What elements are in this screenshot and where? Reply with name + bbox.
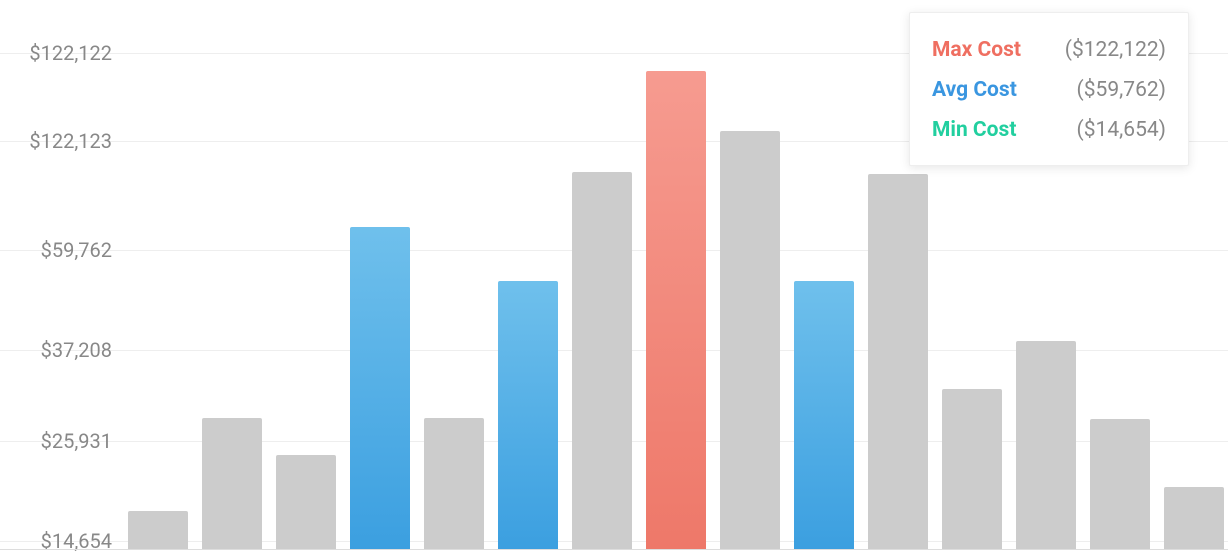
y-axis-tick-label: $122,123 (0, 129, 112, 153)
bar[interactable] (720, 131, 780, 550)
legend-row: Min Cost ($14,654) (932, 111, 1166, 151)
legend-label: Avg Cost (932, 71, 1017, 111)
bar[interactable] (942, 389, 1002, 550)
bar[interactable] (276, 455, 336, 550)
bar[interactable] (1090, 419, 1150, 550)
bar[interactable] (1164, 487, 1224, 550)
y-axis-tick-label: $25,931 (0, 429, 112, 453)
legend-label: Min Cost (932, 111, 1016, 151)
bar[interactable] (498, 281, 558, 550)
legend-value: ($14,654) (1077, 111, 1166, 151)
bar[interactable] (128, 511, 188, 550)
bar[interactable] (646, 71, 706, 550)
legend-row: Max Cost ($122,122) (932, 31, 1166, 71)
bar[interactable] (794, 281, 854, 550)
cost-bar-chart: $122,122$122,123$59,762$37,208$25,931$14… (0, 0, 1228, 554)
legend-label: Max Cost (932, 31, 1021, 71)
y-axis-tick-label: $59,762 (0, 238, 112, 262)
cost-legend: Max Cost($122,122)Avg Cost($59,762)Min C… (909, 12, 1189, 166)
bar[interactable] (424, 418, 484, 550)
bar[interactable] (1016, 341, 1076, 550)
legend-value: ($122,122) (1065, 31, 1166, 71)
legend-value: ($59,762) (1077, 71, 1166, 111)
y-axis-tick-label: $122,122 (0, 41, 112, 65)
y-axis-tick-label: $37,208 (0, 338, 112, 362)
bar[interactable] (350, 227, 410, 550)
bar[interactable] (868, 174, 928, 550)
bar[interactable] (202, 418, 262, 550)
bar[interactable] (572, 172, 632, 550)
legend-row: Avg Cost ($59,762) (932, 71, 1166, 111)
chart-baseline (0, 549, 1228, 550)
